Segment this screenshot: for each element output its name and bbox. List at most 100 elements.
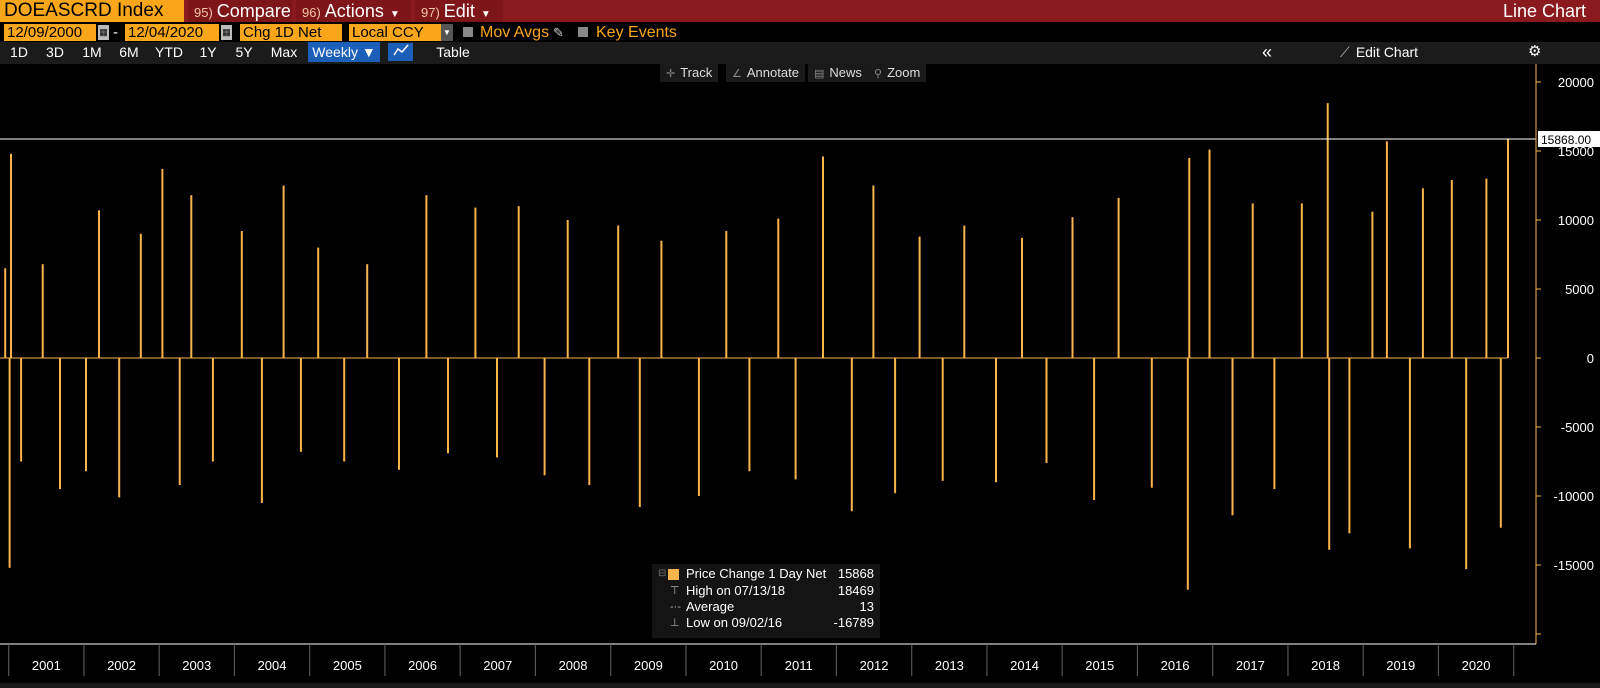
edit-chart-label: Edit Chart xyxy=(1355,44,1419,60)
status-strip xyxy=(0,683,1600,688)
x-tick-label: 2009 xyxy=(634,658,663,673)
actions-caret-icon: ▼ xyxy=(389,9,400,20)
x-tick-label: 2011 xyxy=(785,658,813,673)
bar-2009-02-06 xyxy=(617,225,620,358)
bar-2012-03-16 xyxy=(850,358,853,512)
last-value-tag-label: 15868.00 xyxy=(1541,133,1591,147)
mov-avgs-checkbox[interactable] xyxy=(463,27,473,37)
date-separator: - xyxy=(113,24,118,41)
start-date-field[interactable]: 12/09/2000 xyxy=(4,24,96,41)
track-button[interactable]: ✛ Track xyxy=(660,64,719,82)
chart-kind-label[interactable]: Line Chart xyxy=(1502,1,1586,21)
y-tick-label: 20000 xyxy=(1558,75,1594,90)
x-tick-label: 2001 xyxy=(32,658,61,673)
x-tick-label: 2006 xyxy=(408,658,437,673)
y-tick-label: -15000 xyxy=(1554,558,1594,573)
bar-2015-02-20 xyxy=(1071,217,1074,358)
currency-dropdown[interactable]: Local CCY xyxy=(349,24,441,41)
bar-2000-12-15 xyxy=(4,268,7,358)
collapse-tree-icon[interactable]: ⊟ xyxy=(658,568,667,579)
annotate-button[interactable]: ∠ Annotate xyxy=(726,64,805,82)
security-ticker[interactable]: DOEASCRD Index xyxy=(0,0,184,22)
key-events-label[interactable]: Key Events xyxy=(596,24,677,41)
measure-field[interactable]: Chg 1D Net xyxy=(240,24,342,41)
pencil-icon[interactable]: ✎ xyxy=(553,25,564,40)
range-max[interactable]: Max xyxy=(270,44,298,60)
end-calendar-icon[interactable]: ▦ xyxy=(221,25,232,40)
legend-low-row: ⊥ Low on 09/02/16 -16789 xyxy=(652,615,880,631)
x-tick-label: 2010 xyxy=(709,658,738,673)
range-1y[interactable]: 1Y xyxy=(199,44,217,60)
actions-shortcut: 96) xyxy=(302,5,321,20)
news-button[interactable]: ▤ News xyxy=(808,64,868,82)
bar-2016-12-16 xyxy=(1208,149,1211,358)
bar-2004-02-06 xyxy=(240,231,243,358)
frequency-dropdown[interactable]: Weekly ▼ xyxy=(308,42,380,62)
range-5y[interactable]: 5Y xyxy=(235,44,253,60)
start-calendar-icon[interactable]: ▦ xyxy=(98,25,109,40)
bar-2013-09-13 xyxy=(963,225,966,358)
bar-2010-03-05 xyxy=(697,358,700,496)
y-tick-label: 10000 xyxy=(1558,213,1594,228)
bar-2020-12-04 xyxy=(1507,139,1509,358)
magnifier-icon: ⚲ xyxy=(874,68,883,80)
bar-2017-04-07 xyxy=(1231,358,1234,516)
annotate-label: Annotate xyxy=(746,65,799,80)
bar-2011-06-17 xyxy=(794,358,797,480)
zoom-label: Zoom xyxy=(887,65,921,80)
y-tick-label: -5000 xyxy=(1561,420,1594,435)
x-tick-label: 2014 xyxy=(1010,658,1039,673)
bar-2006-03-10 xyxy=(398,358,400,470)
x-tick-label: 2008 xyxy=(559,658,588,673)
x-tick-label: 2018 xyxy=(1311,658,1340,673)
edit-caret-icon: ▼ xyxy=(480,9,491,20)
range-1m[interactable]: 1M xyxy=(82,44,102,60)
bar-2014-10-17 xyxy=(1045,358,1048,463)
compare-button[interactable]: 95) Compare xyxy=(188,0,292,22)
edit-chart-button[interactable]: ⟋ Edit Chart xyxy=(1340,42,1418,62)
low-marker-icon: ⊥ xyxy=(670,617,680,629)
edit-label: Edit xyxy=(443,1,475,21)
title-bar: DOEASCRD Index 95) Compare 96) Actions ▼ 97… xyxy=(0,0,1600,22)
gear-icon[interactable]: ⚙ xyxy=(1528,43,1542,60)
bar-2004-05-14 xyxy=(260,358,263,503)
range-1d[interactable]: 1D xyxy=(10,44,28,60)
mov-avgs-label[interactable]: Mov Avgs xyxy=(480,24,550,41)
key-events-checkbox[interactable] xyxy=(578,27,588,37)
collapse-icon[interactable]: « xyxy=(1262,42,1273,62)
news-label: News xyxy=(829,65,862,80)
bar-2018-10-26 xyxy=(1348,358,1351,534)
bar-2016-09-09 xyxy=(1188,157,1191,358)
bar-2017-07-14 xyxy=(1251,203,1254,358)
x-tick-label: 2017 xyxy=(1236,658,1265,673)
last-value-tag: 15868.00 xyxy=(1538,131,1600,148)
bar-2017-10-27 xyxy=(1273,358,1276,490)
range-6m[interactable]: 6M xyxy=(119,44,139,60)
y-tick-label: 0 xyxy=(1587,351,1594,366)
range-ytd[interactable]: YTD xyxy=(155,44,183,60)
legend-average-label: Average xyxy=(686,599,735,614)
legend-series-label: Price Change 1 Day Net xyxy=(686,566,827,581)
bar-2001-06-15 xyxy=(41,264,44,358)
chart-area[interactable]: 20000 15000 10000 5000 0 -5000 -10000 -15000 20… xyxy=(0,64,1600,683)
bar-2003-06-06 xyxy=(190,195,193,358)
legend-average-value: 13 xyxy=(859,599,874,614)
edit-menu[interactable]: 97) Edit ▼ xyxy=(415,0,503,22)
table-button[interactable]: Table xyxy=(436,44,470,60)
legend-high-row: ⊤ High on 07/13/18 18469 xyxy=(652,583,880,599)
actions-menu[interactable]: 96) Actions ▼ xyxy=(296,0,411,22)
bar-2004-11-19 xyxy=(299,358,302,452)
compare-shortcut: 95) xyxy=(194,5,213,20)
bar-2020-05-15 xyxy=(1465,358,1468,570)
bar-2005-10-07 xyxy=(366,264,369,358)
edit-shortcut: 97) xyxy=(421,5,440,20)
legend-box[interactable]: ⊟ Price Change 1 Day Net 15868 ⊤ High on… xyxy=(652,564,880,638)
range-3d[interactable]: 3D xyxy=(46,44,64,60)
end-date-field[interactable]: 12/04/2020 xyxy=(125,24,219,41)
currency-caret-icon[interactable]: ▼ xyxy=(441,24,453,41)
line-chart-icon[interactable] xyxy=(388,43,413,61)
bar-2006-07-21 xyxy=(425,195,428,358)
zoom-button[interactable]: ⚲ Zoom xyxy=(868,64,927,82)
bar-2001-09-07 xyxy=(59,358,61,490)
bar-2007-10-12 xyxy=(517,206,520,358)
